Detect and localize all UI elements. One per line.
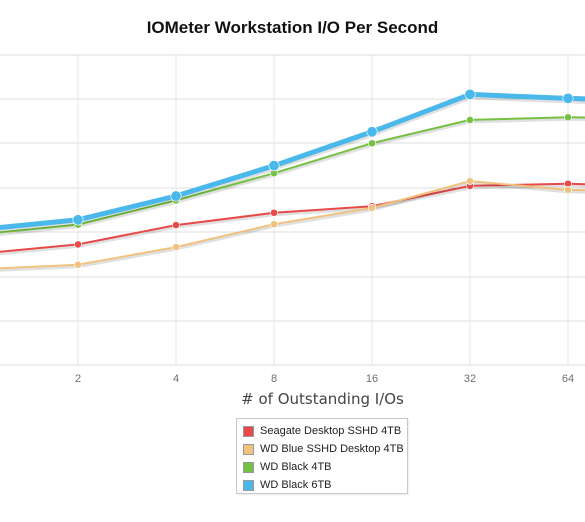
grid-lines (0, 54, 585, 366)
data-point[interactable] (368, 139, 376, 148)
legend-item-wd-blue[interactable]: WD Blue SSHD Desktop 4TB (237, 440, 407, 458)
x-tick-label: 2 (75, 373, 81, 385)
x-axis-ticks: 2 4 8 16 32 64 (75, 373, 574, 385)
data-point[interactable] (564, 113, 572, 122)
legend-item-wd-black-4tb[interactable]: WD Black 4TB (237, 458, 407, 476)
series-2 (0, 113, 585, 236)
data-point[interactable] (564, 185, 572, 194)
x-tick-label: 4 (173, 373, 179, 385)
data-point[interactable] (270, 220, 278, 229)
data-point[interactable] (74, 240, 82, 249)
legend-swatch-wd-blue (243, 443, 254, 455)
series-0 (0, 179, 585, 256)
legend-swatch-wd-black-4tb (243, 461, 254, 473)
series-line-shadow (0, 181, 585, 272)
data-point[interactable] (172, 221, 180, 229)
x-tick-label: 8 (271, 373, 277, 385)
series-3 (0, 88, 585, 233)
data-point[interactable] (366, 126, 378, 138)
data-point[interactable] (562, 92, 574, 104)
legend-item-seagate[interactable]: Seagate Desktop SSHD 4TB (237, 422, 407, 440)
data-point[interactable] (464, 88, 476, 100)
legend-label-wd-blue: WD Blue SSHD Desktop 4TB (260, 443, 404, 455)
legend-label-seagate: Seagate Desktop SSHD 4TB (260, 425, 402, 437)
data-point[interactable] (172, 243, 180, 251)
series-line-shadow (0, 117, 585, 236)
series-line-shadow (0, 184, 585, 256)
data-point[interactable] (170, 190, 182, 202)
legend-swatch-wd-black-6tb (243, 479, 254, 491)
data-point[interactable] (466, 177, 474, 185)
legend: Seagate Desktop SSHD 4TB WD Blue SSHD De… (236, 418, 408, 494)
legend-label-wd-black-4tb: WD Black 4TB (260, 461, 332, 473)
data-point[interactable] (368, 204, 376, 212)
series-layer (0, 88, 585, 272)
series-line (0, 180, 585, 270)
data-point[interactable] (74, 260, 82, 269)
legend-label-wd-black-6tb: WD Black 6TB (260, 479, 332, 491)
data-point[interactable] (268, 160, 280, 172)
series-1 (0, 177, 585, 272)
data-point[interactable] (270, 208, 278, 217)
x-axis-title: # of Outstanding I/Os (241, 390, 404, 408)
chart-title: IOMeter Workstation I/O Per Second (146, 18, 439, 37)
series-line (0, 91, 585, 231)
x-tick-label: 64 (562, 373, 574, 385)
x-tick-label: 32 (464, 373, 476, 385)
x-tick-label: 16 (366, 373, 378, 385)
series-line (0, 116, 585, 234)
data-point[interactable] (72, 214, 84, 226)
data-point[interactable] (466, 116, 474, 124)
legend-swatch-seagate (243, 425, 254, 437)
legend-item-wd-black-6tb[interactable]: WD Black 6TB (237, 476, 407, 494)
series-line (0, 182, 585, 253)
